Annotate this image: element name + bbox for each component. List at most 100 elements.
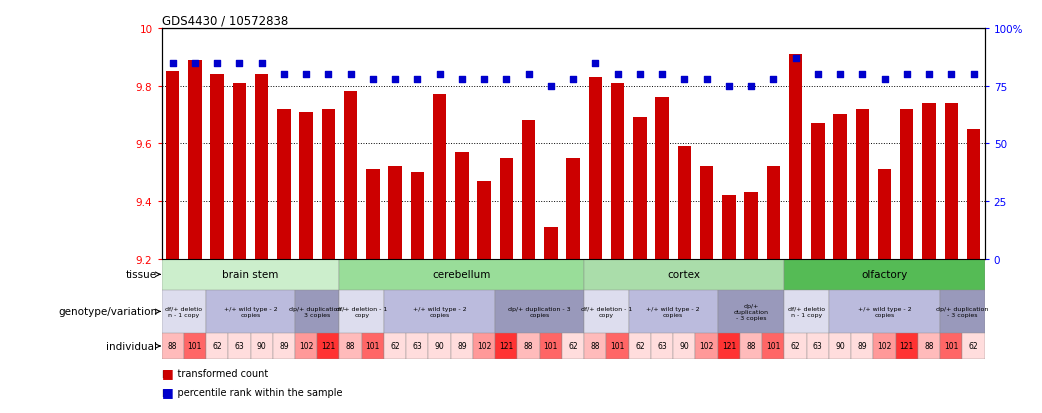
Text: dp/+ duplication
- 3 copies: dp/+ duplication - 3 copies	[937, 306, 989, 317]
Text: tissue: tissue	[126, 270, 157, 280]
Bar	[740, 333, 762, 359]
Text: 101: 101	[544, 342, 559, 351]
Text: 88: 88	[591, 342, 600, 351]
Bar	[522, 121, 536, 259]
Text: 63: 63	[658, 342, 667, 351]
Bar	[428, 333, 451, 359]
Point	[610, 71, 626, 78]
Bar	[918, 333, 940, 359]
Bar	[767, 167, 780, 259]
Bar	[500, 158, 513, 259]
Bar	[562, 333, 585, 359]
Text: ■: ■	[162, 366, 173, 379]
Bar	[406, 333, 428, 359]
Text: 88: 88	[924, 342, 934, 351]
Bar	[762, 333, 785, 359]
Bar	[718, 333, 740, 359]
Text: cortex: cortex	[668, 270, 701, 280]
Point	[965, 71, 982, 78]
Bar	[166, 72, 179, 259]
Text: 62: 62	[969, 342, 978, 351]
Bar	[585, 259, 785, 290]
Point	[431, 71, 448, 78]
Bar	[606, 333, 628, 359]
Text: 102: 102	[877, 342, 892, 351]
Text: +/+ wild type - 2
copies: +/+ wild type - 2 copies	[646, 306, 700, 317]
Text: 101: 101	[766, 342, 780, 351]
Bar	[255, 75, 268, 259]
Point	[854, 71, 871, 78]
Text: 121: 121	[899, 342, 914, 351]
Text: 90: 90	[435, 342, 445, 351]
Point	[165, 60, 181, 67]
Bar	[700, 167, 714, 259]
Bar	[389, 167, 402, 259]
Point	[387, 76, 403, 83]
Text: df/+ deletio
n - 1 copy: df/+ deletio n - 1 copy	[166, 306, 202, 317]
Bar	[785, 259, 985, 290]
Bar	[940, 333, 963, 359]
Text: 88: 88	[746, 342, 755, 351]
Bar	[295, 333, 317, 359]
Bar	[162, 259, 340, 290]
Text: 62: 62	[568, 342, 578, 351]
Point	[720, 83, 737, 90]
Bar	[232, 83, 246, 259]
Text: +/+ wild type - 2
copies: +/+ wild type - 2 copies	[224, 306, 277, 317]
Bar	[585, 290, 628, 333]
Bar	[362, 333, 384, 359]
Bar	[317, 333, 340, 359]
Point	[520, 71, 537, 78]
Point	[653, 71, 670, 78]
Bar	[834, 115, 847, 259]
Bar	[673, 333, 695, 359]
Bar	[206, 333, 228, 359]
Point	[231, 60, 248, 67]
Point	[898, 71, 915, 78]
Bar	[477, 181, 491, 259]
Point	[832, 71, 848, 78]
Bar	[340, 259, 585, 290]
Point	[676, 76, 693, 83]
Text: df/+ deletion - 1
copy: df/+ deletion - 1 copy	[337, 306, 388, 317]
Bar	[677, 147, 691, 259]
Text: ■  transformed count: ■ transformed count	[162, 368, 268, 378]
Bar	[384, 333, 406, 359]
Bar	[945, 104, 958, 259]
Text: 62: 62	[635, 342, 645, 351]
Bar	[855, 109, 869, 259]
Point	[298, 71, 315, 78]
Point	[631, 71, 648, 78]
Point	[565, 76, 581, 83]
Bar	[744, 193, 758, 259]
Text: brain stem: brain stem	[222, 270, 278, 280]
Text: 63: 63	[234, 342, 244, 351]
Point	[253, 60, 270, 67]
Bar	[567, 158, 579, 259]
Text: dp/+ duplication - 3
copies: dp/+ duplication - 3 copies	[508, 306, 571, 317]
Text: olfactory: olfactory	[862, 270, 908, 280]
Bar	[250, 333, 273, 359]
Bar	[655, 98, 669, 259]
Text: 90: 90	[256, 342, 267, 351]
Point	[208, 60, 225, 67]
Bar	[473, 333, 495, 359]
Bar	[589, 78, 602, 259]
Bar	[811, 124, 824, 259]
Bar	[718, 290, 785, 333]
Point	[410, 76, 426, 83]
Bar	[518, 333, 540, 359]
Bar	[228, 333, 250, 359]
Bar	[628, 290, 718, 333]
Bar	[785, 290, 829, 333]
Text: 90: 90	[836, 342, 845, 351]
Text: 102: 102	[477, 342, 491, 351]
Bar	[432, 95, 446, 259]
Text: df/+ deletio
n - 1 copy: df/+ deletio n - 1 copy	[788, 306, 825, 317]
Text: +/+ wild type - 2
copies: +/+ wild type - 2 copies	[413, 306, 467, 317]
Text: 88: 88	[524, 342, 534, 351]
Bar	[384, 290, 495, 333]
Bar	[273, 333, 295, 359]
Bar	[162, 333, 183, 359]
Bar	[162, 290, 206, 333]
